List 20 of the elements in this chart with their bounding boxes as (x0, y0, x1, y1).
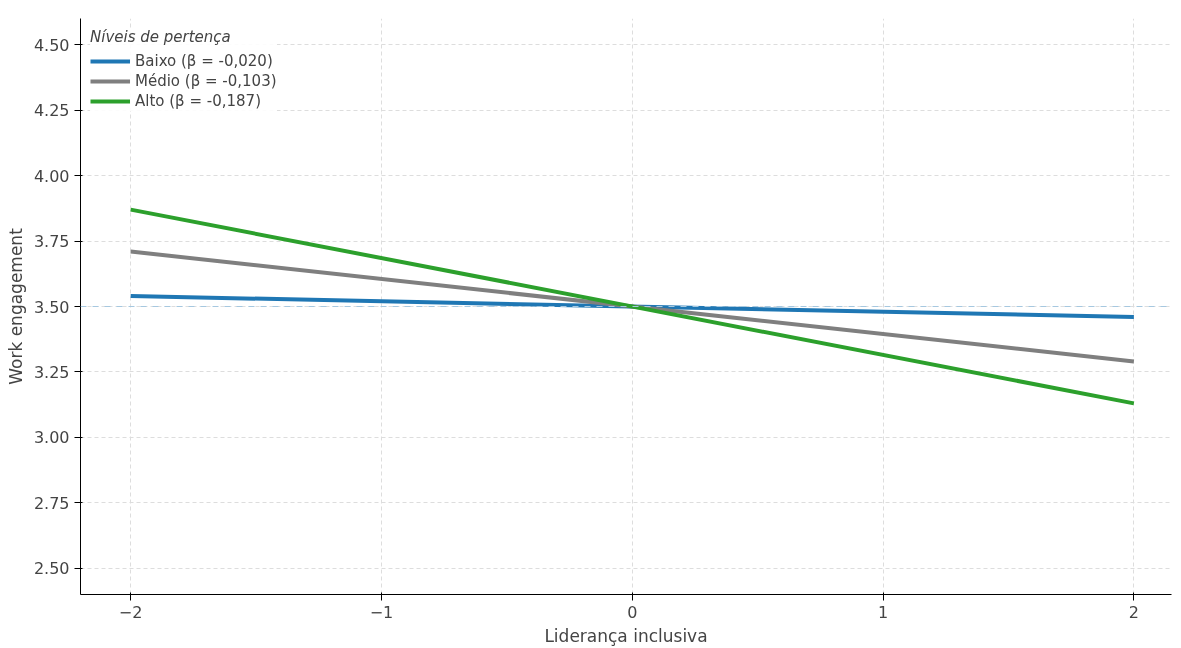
legend-label: Baixo (β = -0,020) (135, 52, 273, 70)
y-axis-title: Work engagement (5, 227, 26, 385)
y-tick-label: 3.50 (33, 297, 70, 317)
x-axis-title: Liderança inclusiva (544, 625, 708, 646)
y-tick-label: 4.00 (33, 166, 70, 186)
x-tick-label: −1 (369, 602, 394, 622)
x-tick-label: 1 (877, 602, 889, 622)
y-tick-label: 2.75 (33, 493, 70, 513)
legend-label: Alto (β = -0,187) (135, 92, 261, 110)
x-tick-label: 0 (627, 602, 638, 622)
legend-label: Médio (β = -0,103) (135, 72, 277, 90)
x-tick-label: 2 (1128, 602, 1139, 622)
y-tick-label: 3.25 (33, 362, 70, 382)
y-tick-label: 4.50 (33, 35, 70, 55)
y-tick-label: 4.25 (33, 101, 70, 121)
legend-title: Níveis de pertença (90, 28, 232, 46)
y-tick-label: 2.50 (33, 559, 70, 579)
y-tick-label: 3.75 (33, 232, 70, 252)
y-tick-label: 3.00 (33, 428, 70, 448)
x-tick-label: −2 (118, 602, 143, 622)
